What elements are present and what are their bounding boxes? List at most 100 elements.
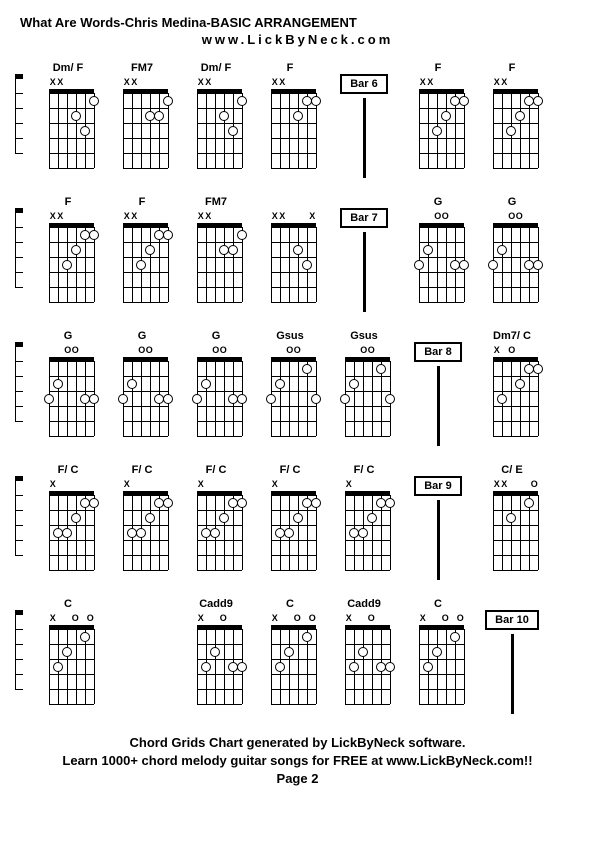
chord-cell: F/ CX: [111, 464, 173, 574]
finger-dot: [311, 394, 321, 404]
finger-dot: [201, 662, 211, 672]
finger-dot: [237, 96, 247, 106]
string-marks: X: [345, 479, 390, 491]
string-marks: OO: [493, 211, 538, 223]
finger-dot: [506, 126, 516, 136]
footer-line2: Learn 1000+ chord melody guitar songs fo…: [15, 752, 580, 770]
chord-diagram: XX: [263, 77, 317, 172]
string-marks: XX: [493, 77, 538, 89]
string-marks: XX: [123, 77, 168, 89]
chord-cell: F/ CX: [259, 464, 321, 574]
chord-diagram: XX: [189, 77, 243, 172]
bar-label: Bar 7: [340, 208, 388, 228]
half-diagram: [15, 62, 25, 157]
chord-diagram: X: [115, 479, 169, 574]
bar-label: Bar 10: [485, 610, 539, 630]
string-marks: X: [49, 479, 94, 491]
string-marks: XO: [345, 613, 390, 625]
chord-name: G: [434, 196, 443, 210]
finger-dot: [423, 245, 433, 255]
finger-dot: [533, 96, 543, 106]
finger-dot: [311, 96, 321, 106]
string-marks: XX: [419, 77, 464, 89]
string-marks: XX: [197, 77, 242, 89]
chord-diagram: XO: [189, 613, 243, 708]
chord-name: G: [212, 330, 221, 344]
chord-diagram: OO: [189, 345, 243, 440]
chord-diagram: XO: [337, 613, 391, 708]
chord-diagram: OO: [411, 211, 465, 306]
finger-dot: [53, 662, 63, 672]
bar-label: Bar 6: [340, 74, 388, 94]
chord-cell: CXOO: [259, 598, 321, 708]
finger-dot: [71, 111, 81, 121]
chord-diagram: X: [263, 479, 317, 574]
finger-dot: [145, 245, 155, 255]
chord-name: F/ C: [132, 464, 153, 478]
finger-dot: [266, 394, 276, 404]
chord-name: G: [138, 330, 147, 344]
finger-dot: [385, 498, 395, 508]
finger-dot: [293, 245, 303, 255]
chord-name: F: [287, 62, 294, 76]
finger-dot: [44, 394, 54, 404]
finger-dot: [533, 260, 543, 270]
finger-dot: [89, 230, 99, 240]
chord-diagram: XOO: [41, 613, 95, 708]
finger-dot: [53, 379, 63, 389]
string-marks: XO: [197, 613, 242, 625]
chord-name: G: [64, 330, 73, 344]
chord-row: Dm/ FXXFM7XXDm/ FXXFXXBar 6FXXFXX: [15, 62, 580, 178]
chord-name: F/ C: [206, 464, 227, 478]
chord-name: Gsus: [350, 330, 378, 344]
finger-dot: [136, 260, 146, 270]
chord-row: F/ CXF/ CXF/ CXF/ CXF/ CXBar 9C/ EXXO: [15, 464, 580, 580]
chord-diagram: XOO: [263, 613, 317, 708]
chord-name: Dm7/ C: [493, 330, 531, 344]
finger-dot: [192, 394, 202, 404]
bar-label: Bar 8: [414, 342, 462, 362]
finger-dot: [293, 513, 303, 523]
bar-line: [437, 500, 440, 580]
bar-line: [363, 232, 366, 312]
chord-row: CXOOCadd9XOCXOOCadd9XOCXOOBar 10: [15, 598, 580, 714]
chord-diagram: X: [41, 479, 95, 574]
chord-cell: GsusOO: [333, 330, 395, 440]
string-marks: OO: [271, 345, 316, 357]
finger-dot: [154, 111, 164, 121]
chord-cell: C/ EXXO: [481, 464, 543, 574]
chord-name: C/ E: [501, 464, 522, 478]
chord-cell: FXX: [37, 196, 99, 306]
chord-name: FM7: [205, 196, 227, 210]
chord-cell: CXOO: [37, 598, 99, 708]
page-number: Page 2: [15, 770, 580, 788]
footer-line1: Chord Grids Chart generated by LickByNec…: [15, 734, 580, 752]
chord-diagram: XX: [41, 77, 95, 172]
finger-dot: [237, 230, 247, 240]
chord-rows: Dm/ FXXFM7XXDm/ FXXFXXBar 6FXXFXXFXXFXXF…: [15, 62, 580, 714]
chord-diagram: OO: [337, 345, 391, 440]
finger-dot: [506, 513, 516, 523]
string-marks: XX: [197, 211, 242, 223]
chord-cell: XXX: [259, 196, 321, 306]
page-title: What Are Words-Chris Medina-BASIC ARRANG…: [20, 15, 580, 30]
string-marks: XX: [49, 211, 94, 223]
finger-dot: [80, 126, 90, 136]
chord-cell: FXX: [407, 62, 469, 172]
finger-dot: [432, 126, 442, 136]
finger-dot: [163, 394, 173, 404]
chord-row: GOOGOOGOOGsusOOGsusOOBar 8Dm7/ CXO: [15, 330, 580, 446]
finger-dot: [515, 379, 525, 389]
string-marks: XX: [271, 77, 316, 89]
chord-cell: FXX: [111, 196, 173, 306]
chord-cell: GsusOO: [259, 330, 321, 440]
finger-dot: [219, 111, 229, 121]
chord-cell: GOO: [37, 330, 99, 440]
chord-name: C: [64, 598, 72, 612]
chord-cell: F/ CX: [333, 464, 395, 574]
string-marks: XX: [123, 211, 168, 223]
half-diagram: [15, 196, 25, 291]
finger-dot: [284, 528, 294, 538]
finger-dot: [524, 498, 534, 508]
chord-diagram: OO: [263, 345, 317, 440]
